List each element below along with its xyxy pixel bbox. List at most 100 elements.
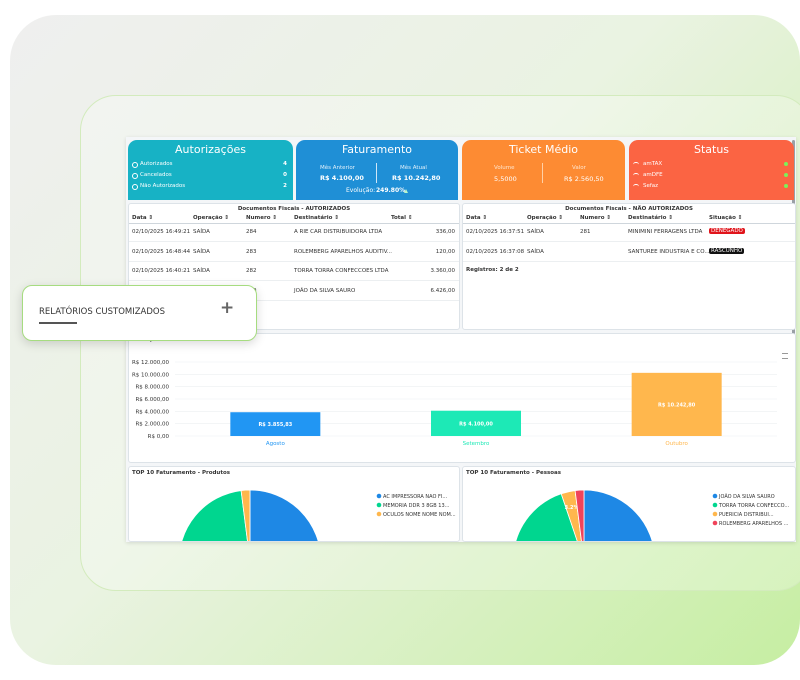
status-label: amDFE xyxy=(643,172,663,178)
label: Valor xyxy=(572,165,586,171)
column-header: Numero ⇕ xyxy=(580,215,611,221)
pie-chart: AC IMPRESSORA NAO FI... MEMORIA DDR 3 8GB… xyxy=(181,489,456,541)
cell: SAÍDA xyxy=(193,268,210,274)
bar-value-label: R$ 4.100,00 xyxy=(459,421,493,427)
row-line xyxy=(129,280,459,281)
status-dot xyxy=(784,184,788,188)
legend-marker xyxy=(376,493,382,499)
cell: 02/10/2025 16:48:44 xyxy=(132,249,191,255)
pie-slice xyxy=(249,489,319,541)
column-header: Operação ⇕ xyxy=(193,215,230,221)
card-title: RELATÓRIOS CUSTOMIZADOS xyxy=(39,307,165,317)
legend-label: ROLEMBERG APARELHOS ... xyxy=(719,521,789,527)
row-line xyxy=(463,261,795,262)
legend-marker xyxy=(376,502,382,508)
column-header: Destinatário ⇕ xyxy=(294,215,339,221)
card-title: Autorizações xyxy=(175,143,246,156)
table-title: Documentos Fiscais - AUTORIZADOS xyxy=(237,206,351,212)
legend-label: OCULOS NOME NOME NOM... xyxy=(383,512,456,518)
column-header: Operação ⇕ xyxy=(527,215,564,221)
row-line xyxy=(463,241,795,242)
x-tick-label: Outubro xyxy=(665,441,688,447)
cell: MINIMINI FERRAGENS LTDA xyxy=(628,229,703,235)
cell: ROLEMBERG APARELHOS AUDITIV... xyxy=(294,249,392,255)
legend-label: MEMORIA DDR 3 8GB 13... xyxy=(383,503,450,509)
row-value: 4 xyxy=(283,161,287,167)
value: R$ 10.242,80 xyxy=(392,174,441,182)
card: Faturamento Mês Anterior R$ 4.100,00 Mês At… xyxy=(296,140,458,200)
signal-icon xyxy=(633,162,639,167)
cell: 281 xyxy=(580,229,591,235)
row-value: 2 xyxy=(283,183,287,189)
cell: 6.426,00 xyxy=(430,288,456,294)
table-panel: Documentos Fiscais - NÃO AUTORIZADOS Data… xyxy=(462,203,796,330)
status-badge: DENEGADO xyxy=(709,228,745,234)
x-tick-label: Setembro xyxy=(463,441,490,447)
pie-slice xyxy=(515,493,578,541)
status-badge: RASCUNHO xyxy=(709,248,745,254)
status-dot xyxy=(784,173,788,177)
column-header: Total ⇕ xyxy=(391,215,413,221)
label: Evolução: xyxy=(346,187,376,194)
divider xyxy=(542,163,543,183)
custom-reports-card: RELATÓRIOS CUSTOMIZADOS + xyxy=(22,285,257,341)
signal-icon xyxy=(633,173,639,178)
pie-slice xyxy=(574,489,585,541)
cell: SAÍDA xyxy=(193,249,210,255)
chart-panel: TOP 10 Faturamento - Produtos AC IMPRESSO… xyxy=(128,466,460,542)
value: R$ 4.100,00 xyxy=(320,174,364,182)
cell: SAÍDA xyxy=(527,229,544,235)
legend-label: JOÃO DA SILVA SAURO xyxy=(718,493,775,500)
cell: TORRA TORRA CONFECCOES LTDA xyxy=(294,268,389,274)
bar xyxy=(230,412,321,436)
status-label: amTAX xyxy=(643,161,663,167)
row-icon xyxy=(132,184,138,190)
bar xyxy=(631,372,722,436)
cell: SAÍDA xyxy=(193,229,210,235)
cell: 02/10/2025 16:49:21 xyxy=(132,229,191,235)
cell: SAÍDA xyxy=(527,249,544,255)
legend-marker xyxy=(712,520,718,526)
card: Ticket Médio Volume 5,5000 Valor R$ 2.560,50 xyxy=(462,140,625,200)
card: Autorizações Autorizados 4 Cancelados 0 Não A… xyxy=(128,140,293,200)
row-line xyxy=(129,261,459,262)
pie-slice xyxy=(240,489,251,541)
column-header: Data ⇕ xyxy=(132,215,154,221)
row-line xyxy=(129,300,459,301)
bar-chart: R$ 0,00 R$ 2.000,00 R$ 4.000,00 R$ 6.000,00… xyxy=(132,360,777,447)
label: Volume xyxy=(494,165,515,171)
row-label: Cancelados xyxy=(140,172,172,178)
status-label: Sefaz xyxy=(643,183,659,189)
add-button[interactable]: + xyxy=(220,298,235,318)
legend-label: TORRA TORRA CONFECCO... xyxy=(718,503,790,509)
row-icon xyxy=(132,162,138,168)
divider xyxy=(376,163,377,183)
signal-icon xyxy=(633,184,639,189)
bar-value-label: R$ 10.242,80 xyxy=(658,402,696,408)
cell: 336,00 xyxy=(435,229,455,235)
y-tick-label: R$ 0,00 xyxy=(148,434,170,440)
cell: 283 xyxy=(246,249,257,255)
cell: 120,00 xyxy=(435,249,455,255)
column-header: Numero ⇕ xyxy=(246,215,277,221)
column-header: Situação ⇕ xyxy=(709,215,743,221)
label: Mês Atual xyxy=(400,165,427,171)
card: Status amTAX amDFE Sefaz xyxy=(629,140,794,200)
cell: SANTUREE INDUSTRIA E CO... xyxy=(628,249,710,255)
x-tick-label: Agosto xyxy=(266,441,286,447)
table-footer: Registros: 2 de 2 xyxy=(466,267,519,273)
legend-marker xyxy=(712,502,718,508)
cell: 282 xyxy=(246,268,257,274)
status-dot xyxy=(784,162,788,166)
card-title: Ticket Médio xyxy=(508,143,579,156)
cell: 02/10/2025 16:40:21 xyxy=(132,268,191,274)
legend-label: PUERICIA DISTRIBUI... xyxy=(719,512,774,518)
cell: 284 xyxy=(246,229,257,235)
value: 5,5000 xyxy=(494,175,517,183)
cell: 02/10/2025 16:37:08 xyxy=(466,249,525,255)
y-tick-label: R$ 4.000,00 xyxy=(135,409,169,415)
column-header: Destinatário ⇕ xyxy=(628,215,673,221)
pie-slice xyxy=(181,490,248,541)
